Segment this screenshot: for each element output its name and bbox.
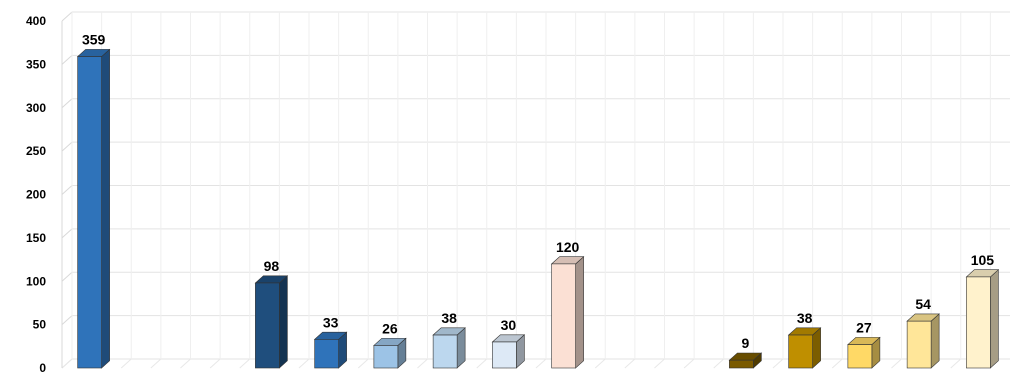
y-tick-label: 300 [26,101,46,115]
floor-gridline [239,358,251,369]
bar [728,352,763,369]
bar-front [729,359,754,369]
floor-gridline [950,358,962,369]
bar-side [575,256,584,369]
gridline-depth [61,315,73,325]
gridline-depth [61,98,73,109]
bar-front [492,341,517,369]
bar-front [314,339,339,369]
floor-gridline [476,358,488,369]
floor-gridline [61,358,73,369]
data-label: 98 [264,258,280,274]
floor-gridline [298,358,310,369]
bar-front [906,320,932,369]
floor-gridline [772,358,784,369]
bar [254,275,289,369]
floor-gridline [120,358,132,369]
floor-gridline [654,358,665,369]
bar-front [432,334,458,369]
y-tick-label: 150 [26,231,46,245]
bar [847,336,881,369]
bar [965,269,1000,369]
y-tick-label: 400 [26,14,46,28]
floor-gridline [150,358,162,369]
bar-front [255,282,280,369]
floor-gridline [417,358,428,369]
gridline-depth [61,271,73,282]
bar-side [279,275,288,369]
data-label: 54 [915,296,931,312]
y-tick-label: 100 [26,274,46,288]
bar-front [77,56,102,369]
bar [906,313,940,369]
bar [550,256,585,369]
y-tick-label: 200 [26,188,46,202]
data-label: 120 [556,239,580,255]
bar-front [788,334,813,369]
bar-front [373,345,399,369]
bar [76,48,111,369]
bar-side [990,269,999,369]
bars [76,48,1000,369]
floor-gridline [357,358,369,369]
data-label: 105 [971,252,995,268]
bar-side [930,313,940,369]
data-label: 30 [501,317,517,333]
y-tick-label: 350 [26,57,46,71]
data-label: 27 [856,320,872,336]
gridline-depth [61,185,73,195]
data-label: 38 [441,310,457,326]
bar-front [551,263,576,369]
floor-gridline [683,358,695,369]
floor-gridline [624,358,636,369]
data-label: 359 [82,32,106,48]
floor-gridline [831,358,843,369]
y-tick-label: 0 [39,361,46,375]
bar-front [966,276,991,369]
floor-gridline [180,358,191,369]
data-labels: 359 98 33 26 38 30 120 9 38 27 54 105 [82,32,994,352]
data-label: 9 [741,335,749,351]
y-axis: 0 50 100 150 200 250 300 350 400 [26,14,46,375]
bar [313,331,348,369]
y-tick-label: 50 [33,318,47,332]
bar [491,334,526,369]
data-label: 26 [382,320,398,336]
bar [787,327,822,369]
data-label: 38 [797,310,813,326]
floor-gridline [535,358,547,369]
gridline-depth [61,55,73,65]
grid [61,11,1010,369]
gridline-depth [61,228,73,239]
floor-gridline [713,358,725,369]
bar-side [101,48,110,369]
bar [373,337,407,369]
bar-front [847,344,873,369]
bar [432,327,466,369]
y-tick-label: 250 [26,144,46,158]
floor-gridline [594,358,606,369]
data-label: 33 [323,314,339,330]
floor-gridline [209,358,221,369]
gridline-depth [61,11,73,22]
floor-gridline [891,358,902,369]
gridline-depth [61,141,73,152]
